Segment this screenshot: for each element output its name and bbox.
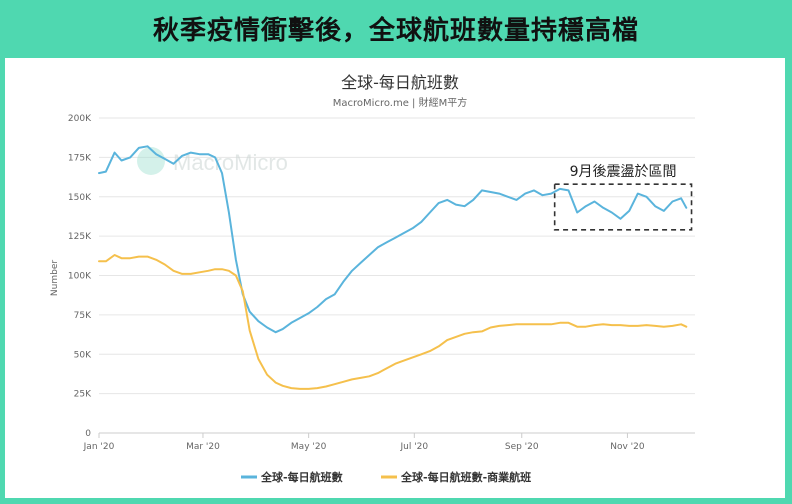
x-tick-label: Jul '20 (399, 442, 428, 452)
chart-title: 全球-每日航班數 (341, 73, 459, 92)
watermark-text: MacroMicro (173, 150, 288, 175)
legend-label-commercial[interactable]: 全球-每日航班數-商業航班 (400, 470, 531, 484)
y-tick-label: 100K (68, 272, 92, 282)
annotation-text: 9月後震盪於區間 (570, 164, 677, 180)
banner-title: 秋季疫情衝擊後，全球航班數量持穩高檔 (152, 15, 639, 46)
y-tick-label: 125K (68, 232, 92, 242)
legend: 全球-每日航班數 全球-每日航班數-商業航班 (241, 470, 531, 484)
annotation-box (553, 183, 693, 231)
x-tick-label: May '20 (291, 442, 327, 452)
x-tick-label: Nov '20 (610, 442, 645, 452)
y-tick-label: 50K (74, 350, 92, 360)
line-chart: MacroMicro 全球-每日航班數 MacroMicro.me | 財經M平… (50, 73, 695, 484)
y-tick-label: 75K (74, 311, 92, 321)
x-axis-ticks: Jan '20 Mar '20 May '20 Jul '20 Sep '20 Nov '… (83, 433, 645, 452)
legend-label-total[interactable]: 全球-每日航班數 (260, 470, 343, 484)
annotation: 9月後震盪於區間 (553, 164, 693, 231)
watermark: MacroMicro (137, 147, 288, 175)
y-axis-ticks: 0 25K 50K 75K 100K 125K 150K 175K 200K (68, 114, 92, 439)
y-tick-label: 25K (74, 390, 92, 400)
y-axis-label: Number (50, 260, 60, 296)
chart-panel: MacroMicro 全球-每日航班數 MacroMicro.me | 財經M平… (5, 58, 785, 498)
x-tick-label: Sep '20 (505, 442, 539, 452)
x-tick-label: Mar '20 (186, 442, 220, 452)
y-tick-label: 150K (68, 193, 92, 203)
y-tick-label: 0 (85, 429, 91, 439)
series-layer (98, 145, 688, 390)
chart-subtitle: MacroMicro.me | 財經M平方 (333, 96, 467, 109)
x-tick-label: Jan '20 (83, 442, 115, 452)
series-line-total-flights[interactable] (98, 145, 688, 334)
y-tick-label: 175K (68, 153, 92, 163)
series-line-commercial-flights[interactable] (98, 254, 688, 390)
watermark-logo-icon (137, 147, 165, 175)
y-tick-label: 200K (68, 114, 92, 124)
